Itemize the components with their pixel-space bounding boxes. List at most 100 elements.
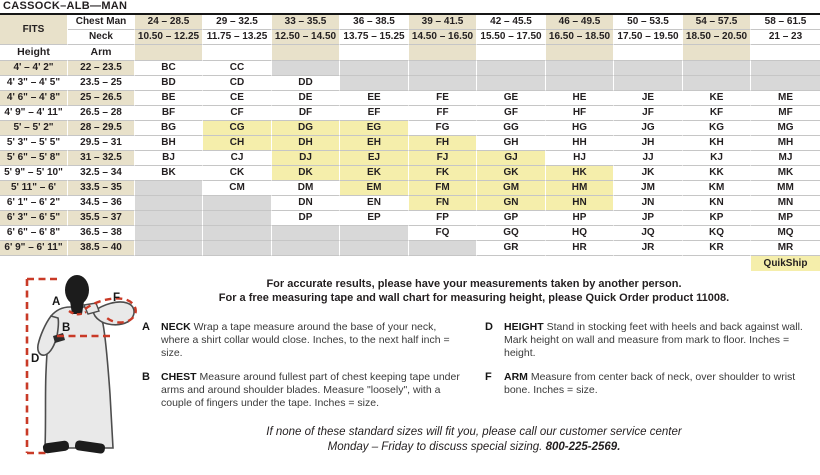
size-code: EP (340, 211, 409, 226)
size-code: HR (546, 241, 614, 256)
instruction-column: A NECK Wrap a tape measure around the bas… (142, 321, 463, 410)
na-cell (546, 61, 614, 76)
size-code-quikship: EJ (340, 151, 409, 166)
size-code: JE (614, 91, 683, 106)
instruction-column: D HEIGHT Stand in stocking feet with heel… (485, 321, 806, 410)
size-code: BC (135, 61, 203, 76)
size-code-quikship: EG (340, 121, 409, 136)
chest-range: 24 – 28.5 (135, 15, 203, 30)
arm-label: Arm (68, 45, 135, 61)
size-code: BD (135, 76, 203, 91)
chest-range: 46 – 49.5 (546, 15, 614, 30)
height-arm-header-row: Height Arm (0, 45, 820, 61)
figure-label-d: D (31, 353, 39, 365)
size-code: HJ (546, 151, 614, 166)
size-code: GF (477, 106, 546, 121)
size-code: KE (683, 91, 751, 106)
empty-cell (340, 256, 409, 271)
height-range: 6' 9" – 6' 11" (0, 241, 68, 256)
size-row: 4' – 4' 2" 22 – 23.5 BC CC (0, 61, 820, 76)
height-range: 4' 9" – 4' 11" (0, 106, 68, 121)
chest-range: 39 – 41.5 (409, 15, 477, 30)
size-code: HP (546, 211, 614, 226)
instruction-term: CHEST (161, 371, 200, 383)
na-cell (477, 76, 546, 91)
page-title: CASSOCK–ALB—MAN (0, 0, 820, 15)
size-row: 6' 3" – 6' 5" 35.5 – 37 DP EP FP GP HP JP KP MP (0, 211, 820, 226)
na-cell (751, 61, 820, 76)
size-code-quikship: DG (272, 121, 340, 136)
neck-range: 18.50 – 20.50 (683, 30, 751, 45)
empty-cell (0, 256, 68, 271)
measurement-figure: A B D F (0, 274, 142, 475)
empty-cell (477, 256, 546, 271)
figure-label-f: F (113, 292, 120, 304)
size-code: KM (683, 181, 751, 196)
size-code: GE (477, 91, 546, 106)
instruction-term: HEIGHT (504, 321, 547, 333)
size-code: BK (135, 166, 203, 181)
size-code: MM (751, 181, 820, 196)
size-code: HH (546, 136, 614, 151)
figure-feet (42, 440, 106, 454)
size-code: KH (683, 136, 751, 151)
neck-range: 10.50 – 12.25 (135, 30, 203, 45)
empty-cell (683, 256, 751, 271)
size-code-quikship: HM (546, 181, 614, 196)
size-code: FP (409, 211, 477, 226)
chest-range: 33 – 35.5 (272, 15, 340, 30)
size-code: EN (340, 196, 409, 211)
size-code: CF (203, 106, 272, 121)
intro-line-1: For accurate results, please have your m… (266, 278, 682, 290)
size-code: FQ (409, 226, 477, 241)
na-cell (614, 76, 683, 91)
size-code: KF (683, 106, 751, 121)
size-code-quikship: CG (203, 121, 272, 136)
size-code: HE (546, 91, 614, 106)
size-code: DD (272, 76, 340, 91)
size-row: 5' – 5' 2" 28 – 29.5 BG CG DG EG FG GG HG JG KG MG (0, 121, 820, 136)
size-code: BG (135, 121, 203, 136)
size-code: MJ (751, 151, 820, 166)
figure-head (65, 275, 89, 314)
na-cell (409, 61, 477, 76)
size-code-quikship: GN (477, 196, 546, 211)
na-cell (203, 241, 272, 256)
footer-line-1: If none of these standard sizes will fit… (266, 426, 682, 438)
size-code: CC (203, 61, 272, 76)
spacer-cell (203, 45, 272, 61)
size-code: HG (546, 121, 614, 136)
arm-range: 25 – 26.5 (68, 91, 135, 106)
spacer-cell (135, 45, 203, 61)
na-cell (135, 241, 203, 256)
size-code: MH (751, 136, 820, 151)
empty-cell (203, 256, 272, 271)
size-row: 5' 11" – 6' 33.5 – 35 CM DM EM FM GM HM JM KM MM (0, 181, 820, 196)
instruction-text: HEIGHT Stand in stocking feet with heels… (504, 321, 803, 359)
neck-range: 21 – 23 (751, 30, 820, 45)
measuring-instructions: A NECK Wrap a tape measure around the bas… (142, 321, 806, 410)
height-range: 6' 1" – 6' 2" (0, 196, 68, 211)
spacer-cell (751, 45, 820, 61)
size-code: CD (203, 76, 272, 91)
na-cell (340, 241, 409, 256)
size-code: MQ (751, 226, 820, 241)
spacer-cell (477, 45, 546, 61)
na-cell (135, 211, 203, 226)
customer-service-phone: 800-225-2569. (545, 441, 621, 453)
arm-range: 36.5 – 38 (68, 226, 135, 241)
size-code: BE (135, 91, 203, 106)
size-code: ME (751, 91, 820, 106)
size-code: HQ (546, 226, 614, 241)
size-row: 4' 3" – 4' 5" 23.5 – 25 BD CD DD (0, 76, 820, 91)
instruction-item-f: F ARM Measure from center back of neck, o… (485, 371, 806, 397)
na-cell (683, 61, 751, 76)
size-code: JK (614, 166, 683, 181)
size-code: EF (340, 106, 409, 121)
height-range: 5' – 5' 2" (0, 121, 68, 136)
size-code-quikship: FH (409, 136, 477, 151)
arm-range: 33.5 – 35 (68, 181, 135, 196)
size-code: GR (477, 241, 546, 256)
size-code: MN (751, 196, 820, 211)
instruction-letter: D (485, 321, 493, 333)
